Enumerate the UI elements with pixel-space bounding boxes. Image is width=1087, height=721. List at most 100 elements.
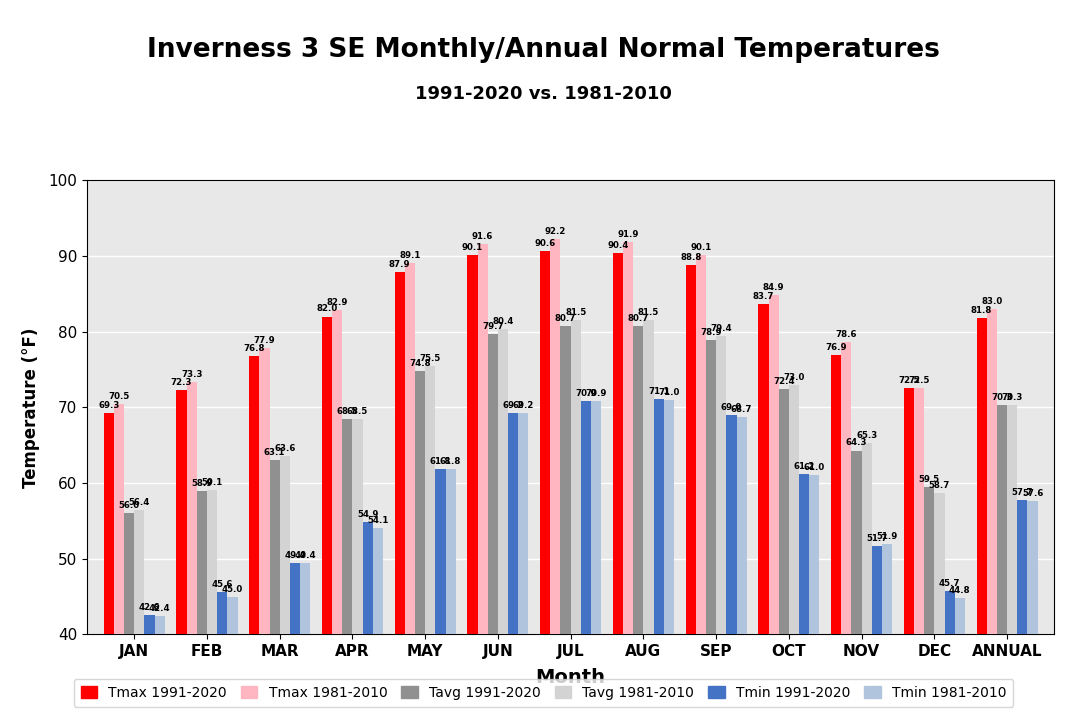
Text: 91.9: 91.9 [617,229,639,239]
Bar [227,597,238,634]
Text: 58.7: 58.7 [928,481,950,490]
Text: 80.7: 80.7 [627,314,649,323]
Bar [425,366,436,634]
Bar [976,318,987,634]
Text: 71.0: 71.0 [659,388,679,397]
Bar [716,336,726,634]
Text: 56.4: 56.4 [128,498,150,508]
Bar [954,598,965,634]
Text: 78.6: 78.6 [836,330,858,340]
Text: 57.7: 57.7 [1012,488,1033,497]
Bar [176,390,187,634]
Text: 61.8: 61.8 [440,457,461,466]
Bar [498,329,508,634]
Bar [103,412,114,634]
Text: 91.6: 91.6 [472,232,493,241]
Text: 42.6: 42.6 [139,603,160,611]
Text: 69.3: 69.3 [98,401,120,410]
Bar [352,419,363,634]
Bar [799,474,809,634]
Text: Inverness 3 SE Monthly/Annual Normal Temperatures: Inverness 3 SE Monthly/Annual Normal Tem… [147,37,940,63]
Bar [945,591,954,634]
Bar [404,262,415,634]
Text: 83.0: 83.0 [982,297,1002,306]
Bar [809,476,820,634]
Y-axis label: Temperature (°F): Temperature (°F) [22,327,40,487]
Text: 81.8: 81.8 [971,306,992,315]
Bar [571,320,580,634]
Text: 72.5: 72.5 [909,376,929,386]
Text: 51.7: 51.7 [866,534,888,543]
Bar [789,385,799,634]
Bar [591,401,601,634]
Text: 56.0: 56.0 [118,501,140,510]
Text: 69.2: 69.2 [502,402,524,410]
Bar [477,244,488,634]
Bar [197,492,207,634]
Text: 69.2: 69.2 [513,402,534,410]
Text: 68.5: 68.5 [337,407,358,416]
Bar [623,242,634,634]
Bar [613,253,623,634]
Bar [145,615,154,634]
Text: 61.2: 61.2 [794,462,815,471]
Bar [862,443,872,634]
Text: 45.6: 45.6 [212,580,233,589]
Bar [518,413,528,634]
Bar [914,389,924,634]
Text: 72.3: 72.3 [171,378,192,387]
Bar [686,265,696,634]
Bar [769,295,778,634]
Bar [363,522,373,634]
Text: 78.9: 78.9 [700,328,722,337]
Text: 68.7: 68.7 [730,405,752,414]
Text: 54.1: 54.1 [367,516,389,525]
Text: 79.4: 79.4 [711,324,732,333]
Text: 54.9: 54.9 [357,510,378,518]
Bar [778,389,789,634]
Bar [488,334,498,634]
Bar [300,563,310,634]
Text: 80.7: 80.7 [554,314,576,323]
Text: 81.5: 81.5 [565,309,586,317]
Bar [395,272,404,634]
Text: 90.1: 90.1 [462,243,483,252]
Bar [124,513,134,634]
Text: 45.0: 45.0 [222,585,243,593]
Text: 1991-2020 vs. 1981-2010: 1991-2020 vs. 1981-2010 [415,85,672,102]
Text: 87.9: 87.9 [389,260,411,269]
Text: 83.7: 83.7 [752,291,774,301]
Text: 65.3: 65.3 [857,431,877,440]
Text: 73.0: 73.0 [784,373,804,381]
Text: 70.3: 70.3 [1001,393,1023,402]
Text: 69.0: 69.0 [721,403,742,412]
Bar [705,340,716,634]
Text: 77.9: 77.9 [253,335,275,345]
Bar [653,399,664,634]
Bar [987,309,997,634]
Bar [508,413,518,634]
Bar [1008,405,1017,634]
Bar [270,459,279,634]
Text: 82.9: 82.9 [326,298,348,306]
X-axis label: Month: Month [536,668,605,686]
Bar [154,616,165,634]
Bar [726,415,737,634]
Legend: Tmax 1991-2020, Tmax 1981-2010, Tavg 1991-2020, Tavg 1981-2010, Tmin 1991-2020, : Tmax 1991-2020, Tmax 1981-2010, Tavg 199… [74,679,1013,707]
Bar [279,456,290,634]
Text: 72.5: 72.5 [898,376,920,386]
Bar [696,255,705,634]
Text: 44.8: 44.8 [949,586,971,595]
Text: 75.5: 75.5 [420,354,441,363]
Bar [935,493,945,634]
Bar [1027,501,1038,634]
Text: 59.1: 59.1 [201,478,223,487]
Text: 90.1: 90.1 [690,243,712,252]
Text: 42.4: 42.4 [149,604,171,614]
Bar [290,563,300,634]
Bar [634,327,644,634]
Text: 82.0: 82.0 [316,304,338,314]
Bar [415,371,425,634]
Bar [342,419,352,634]
Bar [664,399,674,634]
